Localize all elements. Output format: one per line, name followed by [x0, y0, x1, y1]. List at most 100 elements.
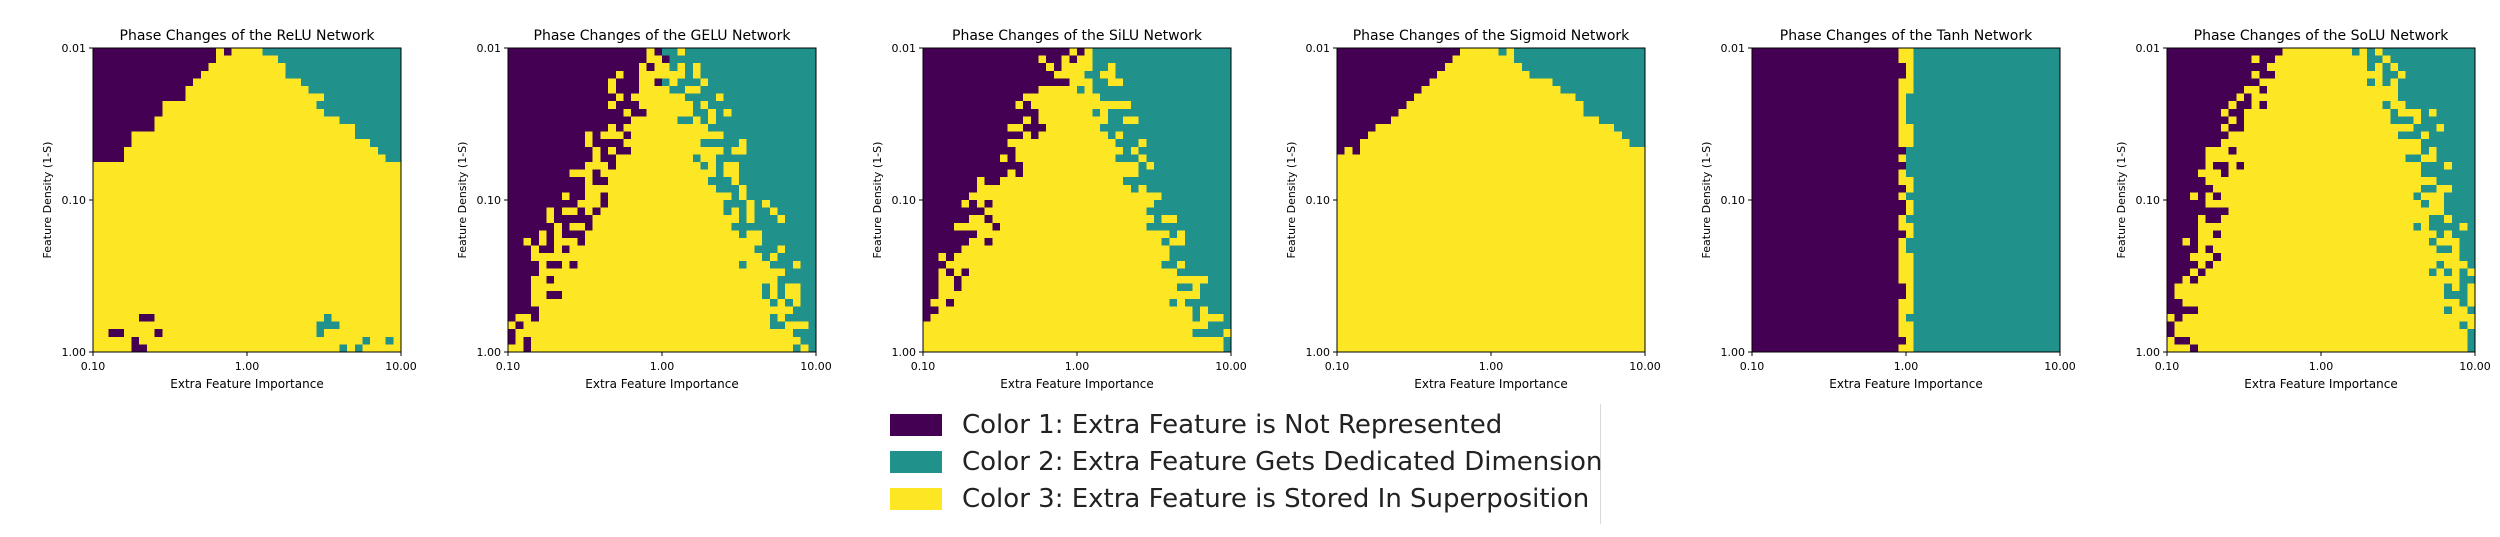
heatmap-cell: [1223, 306, 1232, 315]
heatmap-cell: [200, 291, 209, 300]
heatmap-cell: [377, 230, 386, 239]
heatmap-cell: [339, 146, 348, 155]
heatmap-cell: [969, 146, 978, 155]
heatmap-cell: [638, 116, 647, 125]
heatmap-cell: [1115, 146, 1124, 155]
heatmap-cell: [600, 222, 609, 231]
heatmap-cell: [654, 253, 663, 262]
heatmap-cell: [1169, 207, 1178, 216]
heatmap-cell: [669, 276, 678, 284]
heatmap-cell: [1015, 207, 1024, 216]
heatmap-cell: [961, 329, 970, 338]
heatmap-cell: [608, 101, 617, 110]
heatmap-cell: [577, 116, 586, 125]
heatmap-cell: [692, 207, 701, 216]
heatmap-cell: [1092, 215, 1101, 224]
heatmap-cell: [1192, 260, 1201, 269]
heatmap-cell: [746, 63, 755, 72]
heatmap-cell: [162, 86, 171, 94]
heatmap-cell: [708, 184, 717, 193]
heatmap-cell: [146, 86, 155, 94]
heatmap-cell: [785, 162, 794, 170]
heatmap-cell: [1100, 215, 1109, 224]
heatmap-cell: [1383, 70, 1392, 79]
heatmap-cell: [585, 336, 594, 345]
heatmap-cell: [1061, 253, 1070, 262]
heatmap-cell: [800, 78, 809, 87]
heatmap-cell: [247, 162, 256, 170]
heatmap-cell: [1161, 48, 1170, 56]
heatmap-cell: [930, 108, 939, 117]
heatmap-cell: [946, 215, 955, 224]
heatmap-cell: [1138, 86, 1147, 94]
heatmap-cell: [216, 321, 225, 330]
heatmap-cell: [508, 55, 517, 64]
heatmap-cell: [123, 48, 132, 56]
heatmap-cell: [123, 70, 132, 79]
heatmap-cell: [262, 200, 271, 208]
heatmap-cell: [585, 48, 594, 56]
heatmap-cell: [116, 314, 125, 322]
heatmap-cell: [708, 86, 717, 94]
heatmap-cell: [623, 169, 632, 178]
heatmap-cell: [1115, 55, 1124, 64]
heatmap-cell: [1537, 48, 1546, 56]
heatmap-cell: [561, 192, 570, 201]
heatmap-cell: [347, 238, 356, 246]
heatmap-cell: [262, 215, 271, 224]
heatmap-cell: [739, 48, 748, 56]
heatmap-cell: [723, 329, 732, 338]
heatmap-cell: [377, 93, 386, 102]
heatmap-cell: [393, 230, 402, 239]
heatmap-cell: [146, 291, 155, 300]
heatmap-cell: [930, 70, 939, 79]
heatmap-cell: [1200, 70, 1209, 79]
heatmap-cell: [1030, 245, 1039, 254]
heatmap-cell: [200, 184, 209, 193]
heatmap-cell: [538, 55, 547, 64]
heatmap-cell: [1061, 48, 1070, 56]
heatmap-cell: [792, 78, 801, 87]
heatmap-cell: [316, 63, 325, 72]
heatmap-cell: [608, 283, 617, 292]
heatmap-cell: [1046, 63, 1055, 72]
heatmap-cell: [347, 222, 356, 231]
heatmap-cell: [1084, 268, 1093, 277]
heatmap-cell: [715, 314, 724, 322]
heatmap-cell: [1084, 321, 1093, 330]
heatmap-cell: [969, 184, 978, 193]
heatmap-cell: [792, 253, 801, 262]
heatmap-cell: [1007, 260, 1016, 269]
heatmap-cell: [146, 314, 155, 322]
heatmap-cell: [631, 283, 640, 292]
heatmap-cell: [1192, 344, 1201, 353]
heatmap-cell: [523, 86, 532, 94]
heatmap-cell: [953, 146, 962, 155]
heatmap-cell: [1007, 253, 1016, 262]
heatmap-cell: [538, 131, 547, 140]
heatmap-cell: [1161, 108, 1170, 117]
heatmap-cell: [1107, 108, 1116, 117]
heatmap-cell: [961, 169, 970, 178]
heatmap-cell: [969, 86, 978, 94]
heatmap-cell: [508, 162, 517, 170]
heatmap-cell: [685, 253, 694, 262]
heatmap-cell: [808, 146, 817, 155]
heatmap-cell: [1184, 154, 1193, 163]
heatmap-cell: [923, 314, 932, 322]
heatmap-cell: [646, 192, 655, 201]
heatmap-cell: [308, 86, 317, 94]
heatmap-cell: [638, 108, 647, 117]
heatmap-cell: [808, 200, 817, 208]
heatmap-cell: [930, 200, 939, 208]
heatmap-cell: [93, 70, 102, 79]
heatmap-cell: [1077, 177, 1086, 186]
heatmap-cell: [677, 108, 686, 117]
heatmap-cell: [646, 207, 655, 216]
heatmap-cell: [992, 154, 1001, 163]
heatmap-cell: [777, 291, 786, 300]
heatmap-cell: [254, 146, 263, 155]
heatmap-cell: [193, 238, 202, 246]
heatmap-cell: [685, 108, 694, 117]
heatmap-cell: [108, 200, 117, 208]
